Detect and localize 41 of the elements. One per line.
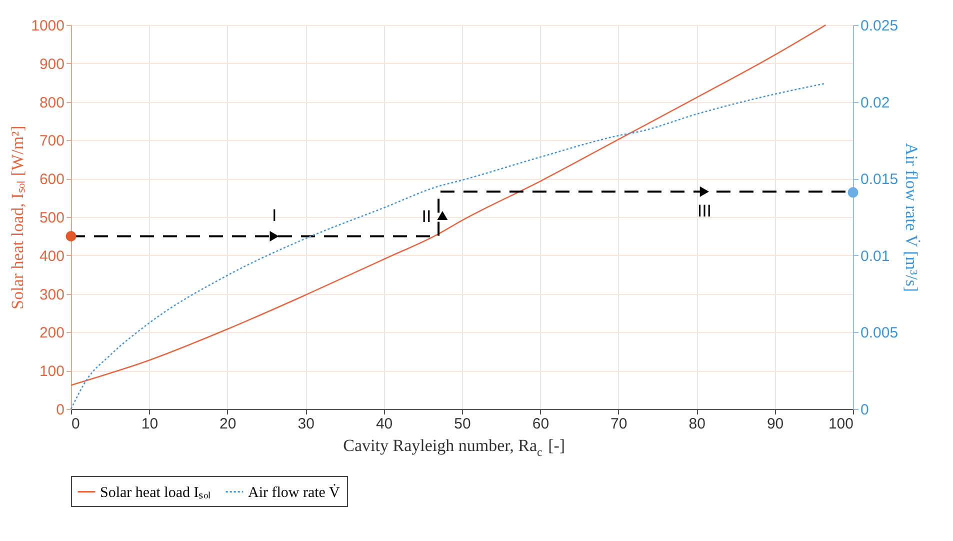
legend-label: Solar heat load Iₛₒₗ bbox=[100, 484, 212, 501]
point bbox=[270, 230, 279, 242]
y-tick-label: 700 bbox=[39, 132, 64, 150]
annotation: II bbox=[422, 207, 432, 226]
y-tick-label: 0 bbox=[56, 402, 64, 418]
x-tick-label: 50 bbox=[454, 416, 471, 432]
x-tick-label: 90 bbox=[766, 416, 784, 432]
point bbox=[66, 230, 76, 242]
line-series bbox=[70, 82, 826, 410]
y2-axis-title: Air flow rate V̇ [m³/s] bbox=[902, 143, 922, 292]
y2-tick-label: 0.01 bbox=[860, 248, 890, 265]
y2-tick-label: 0.02 bbox=[860, 94, 890, 112]
y-axis-title: Solar heat load, Iₛₒₗ [W/m²] bbox=[8, 126, 28, 310]
y-tick-label: 900 bbox=[39, 56, 64, 73]
y-tick-label: 600 bbox=[39, 171, 64, 188]
x-tick-label: 40 bbox=[376, 416, 393, 432]
legend-label: Air flow rate V̇ bbox=[248, 484, 340, 501]
annotation: I bbox=[272, 206, 277, 226]
y-tick-label: 100 bbox=[39, 363, 64, 380]
y-tick-label: 200 bbox=[39, 324, 64, 342]
x-tick-label: 70 bbox=[610, 416, 628, 432]
y-tick-label: 400 bbox=[39, 248, 64, 265]
x-tick-label: 80 bbox=[688, 416, 706, 432]
x-tick-label: 100 bbox=[828, 416, 854, 432]
x-tick-label: 0 bbox=[72, 416, 80, 432]
y2-tick-label: 0.015 bbox=[860, 171, 898, 188]
y-tick-label: 300 bbox=[39, 286, 64, 304]
x-tick-label: 10 bbox=[141, 416, 158, 432]
y2-tick-label: 0.005 bbox=[860, 324, 898, 342]
y2-tick-label: 0.025 bbox=[860, 18, 898, 34]
point bbox=[700, 186, 709, 197]
point bbox=[437, 210, 448, 220]
y-tick-label: 1000 bbox=[31, 18, 64, 34]
y-tick-label: 500 bbox=[39, 210, 64, 226]
y-tick-label: 800 bbox=[39, 94, 64, 112]
x-tick-label: 60 bbox=[532, 416, 550, 432]
line-series bbox=[70, 24, 826, 386]
annotation: III bbox=[697, 202, 712, 221]
x-tick-label: 20 bbox=[220, 416, 236, 432]
x-tick-label: 30 bbox=[298, 416, 314, 432]
y2-tick-label: 0 bbox=[860, 402, 869, 418]
